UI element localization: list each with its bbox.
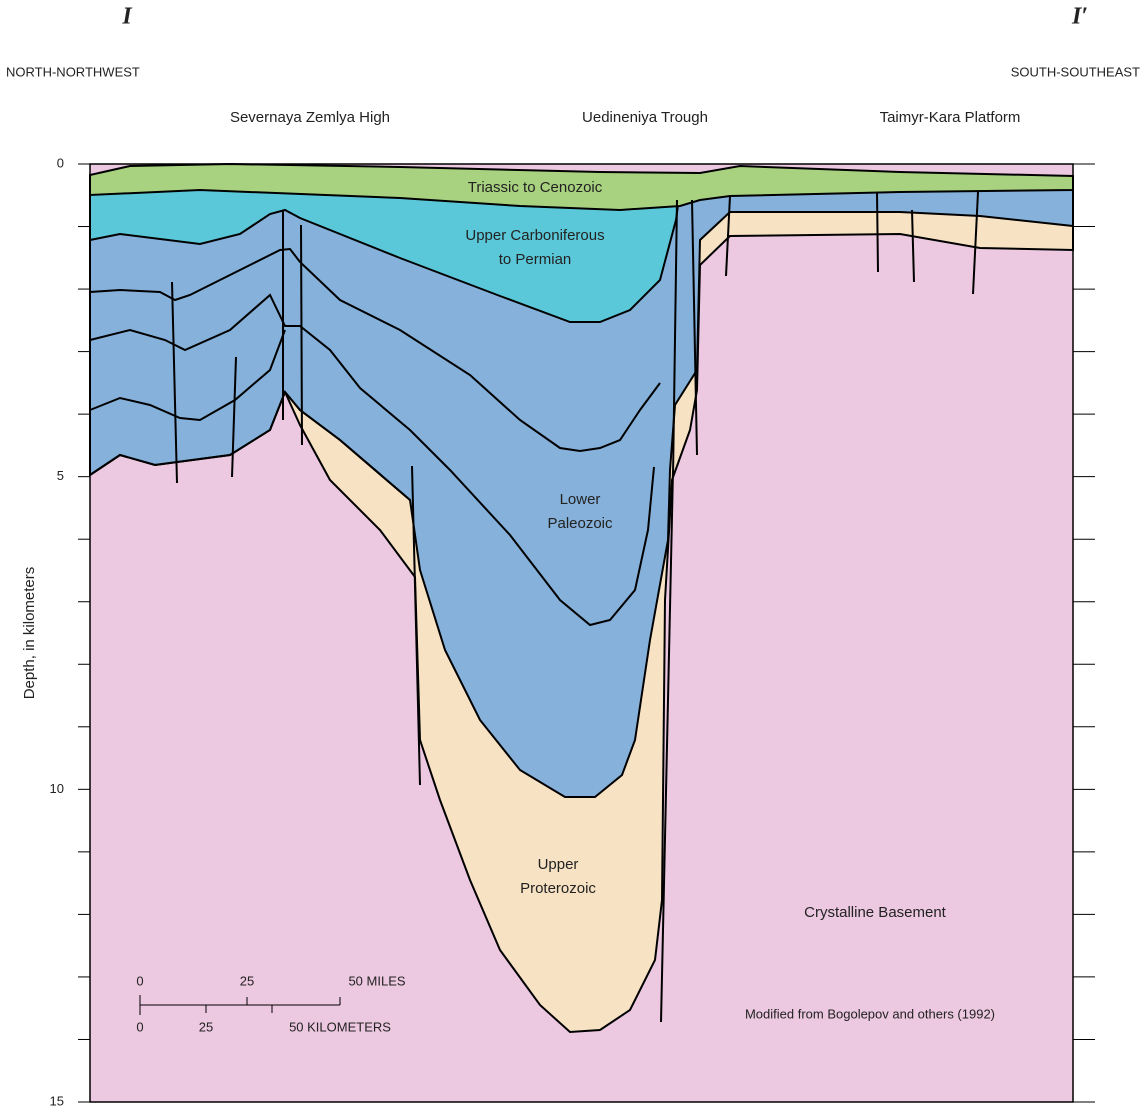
- region-label: Uedineniya Trough: [582, 109, 708, 126]
- unit-label: to Permian: [499, 251, 572, 268]
- scale-label: 25: [240, 973, 254, 988]
- fault: [877, 192, 878, 272]
- unit-label: Crystalline Basement: [804, 904, 947, 921]
- scale-label: 25: [199, 1019, 213, 1034]
- scale-label: 0: [136, 1019, 143, 1034]
- direction: SOUTH-SOUTHEAST: [1011, 64, 1140, 79]
- section-end: I′: [1071, 4, 1088, 30]
- y-tick-label: 0: [57, 155, 64, 170]
- unit-label: Triassic to Cenozoic: [468, 179, 603, 196]
- page: I I′ NORTH-NORTHWEST SOUTH-SOUTHEAST Sev…: [0, 0, 1146, 1117]
- axis-label: Depth, in kilometers: [21, 567, 38, 700]
- y-tick-label: 15: [50, 1093, 64, 1108]
- scale-label: 0: [136, 973, 143, 988]
- unit-label: Proterozoic: [520, 880, 596, 897]
- region-label: Taimyr-Kara Platform: [880, 109, 1021, 126]
- cross-section: I I′ NORTH-NORTHWEST SOUTH-SOUTHEAST Sev…: [0, 0, 1146, 1112]
- unit-label: Paleozoic: [547, 515, 613, 532]
- section-start: I: [121, 4, 133, 30]
- scale-label: 50 KILOMETERS: [289, 1019, 391, 1034]
- direction: NORTH-NORTHWEST: [6, 64, 140, 79]
- fault: [301, 225, 302, 445]
- unit-label: Upper: [538, 856, 579, 873]
- unit-label: Lower: [560, 491, 601, 508]
- region-label: Severnaya Zemlya High: [230, 109, 390, 126]
- y-tick-label: 10: [50, 781, 64, 796]
- scale-label: 50 MILES: [348, 973, 405, 988]
- y-tick-label: 5: [57, 468, 64, 483]
- unit-label: Upper Carboniferous: [465, 227, 604, 244]
- source-note: Modified from Bogolepov and others (1992…: [745, 1006, 995, 1021]
